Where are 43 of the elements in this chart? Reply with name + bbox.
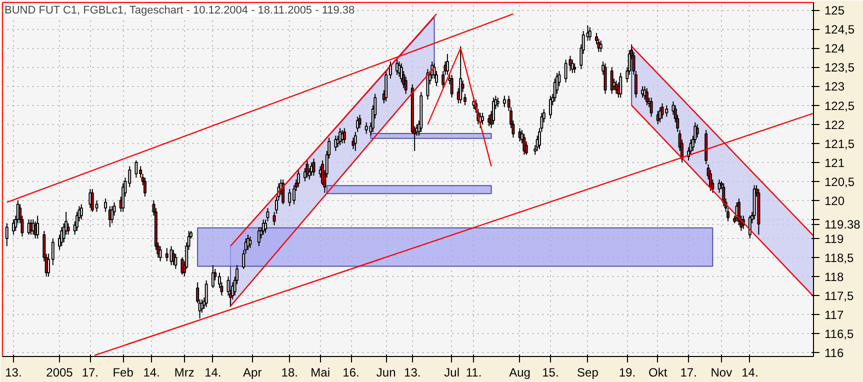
- y-tick-label: 120: [824, 194, 845, 208]
- x-tick-label: 18.: [281, 366, 298, 380]
- x-tick-label: 19.: [618, 366, 636, 380]
- x-tick-label: 17.: [680, 366, 697, 380]
- y-tick-label: 123: [824, 80, 845, 94]
- y-tick-label: 116,5: [824, 327, 854, 342]
- y-tick-label: 121,5: [824, 136, 855, 151]
- y-tick-label: 120,5: [824, 174, 855, 189]
- y-tick-label: 121: [824, 156, 845, 170]
- x-tick-label: 14.: [143, 366, 160, 380]
- x-tick-label: Jul: [444, 366, 460, 380]
- y-tick-label: 123,5: [824, 60, 855, 75]
- y-tick-label: 124: [824, 42, 845, 56]
- x-tick-label: 2005: [46, 366, 74, 380]
- x-tick-label: 11.: [466, 366, 482, 380]
- x-tick-label: Nov: [710, 366, 732, 380]
- y-tick-label: 119.38: [824, 218, 861, 232]
- y-tick-label: 125: [824, 4, 845, 18]
- x-tick-label: 17.: [82, 366, 99, 380]
- x-tick-label: Aug: [509, 366, 530, 380]
- y-tick-label: 118,5: [824, 251, 854, 266]
- y-tick-label: 122: [824, 118, 845, 132]
- x-tick-label: Okt: [648, 366, 668, 380]
- x-tick-label: Mrz: [174, 366, 194, 380]
- x-tick-label: Sep: [577, 366, 599, 380]
- chart-title: BUND FUT C1, FGBLc1, Tageschart - 10.12.2004 - 18.11.2005 - 119.38: [4, 4, 355, 16]
- y-tick-label: 124,5: [824, 22, 855, 37]
- x-tick-label: 15.: [542, 366, 559, 380]
- x-tick-label: 13.: [5, 366, 22, 380]
- y-tick-label: 117: [824, 308, 844, 322]
- x-tick-label: 14.: [204, 366, 222, 380]
- x-tick-label: Mai: [310, 366, 330, 380]
- x-tick-label: 16.: [342, 366, 360, 380]
- y-tick-label: 118: [824, 270, 844, 284]
- x-tick-label: 14.: [742, 366, 758, 380]
- y-tick-label: 122,5: [824, 98, 855, 113]
- y-tick-label: 117,5: [824, 289, 854, 304]
- x-tick-label: Jun: [376, 366, 396, 380]
- y-tick-label: 119: [824, 232, 844, 246]
- x-tick-label: Feb: [112, 366, 134, 380]
- x-tick-label: 13.: [404, 366, 421, 380]
- x-tick-label: Apr: [243, 366, 262, 380]
- y-tick-label: 116: [824, 346, 844, 360]
